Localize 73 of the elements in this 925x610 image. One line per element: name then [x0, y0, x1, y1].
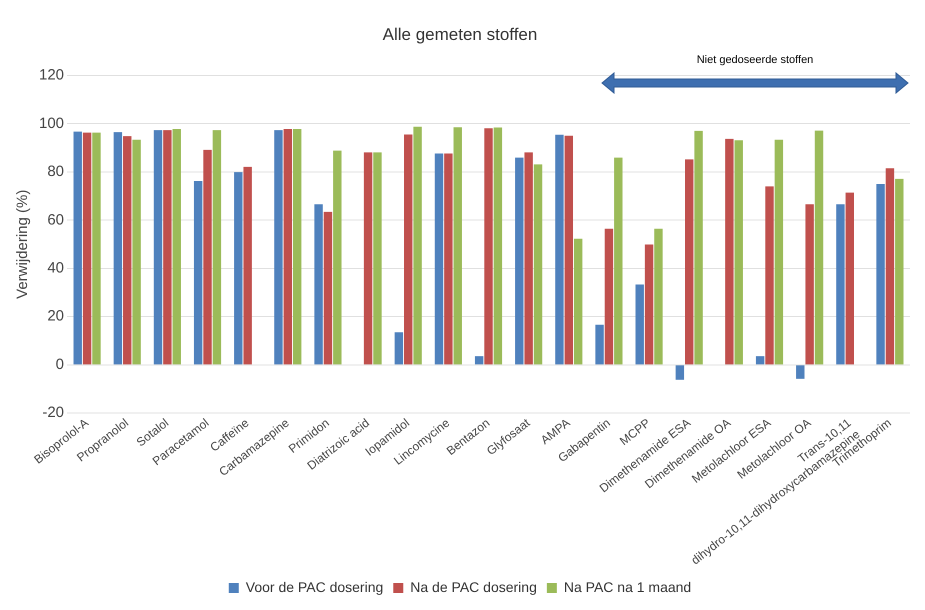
- bar: [524, 152, 533, 364]
- bar: [564, 136, 574, 364]
- bar: [685, 159, 694, 364]
- bar: [394, 332, 404, 364]
- bar: [274, 130, 283, 364]
- bar: [644, 244, 654, 364]
- y-tick-label: -20: [42, 404, 64, 422]
- bar: [654, 228, 663, 364]
- bar: [454, 127, 462, 364]
- legend-label: Voor de PAC dosering: [246, 578, 384, 595]
- bar: [756, 356, 764, 364]
- y-tick-label: 0: [56, 356, 64, 373]
- bar: [82, 132, 92, 364]
- bar: [324, 212, 332, 364]
- bar: [444, 154, 453, 364]
- bar: [314, 204, 323, 364]
- bar: [604, 228, 614, 364]
- y-tick-label: 120: [38, 66, 64, 84]
- legend-label: Na PAC na 1 maand: [564, 578, 692, 595]
- bar: [203, 150, 212, 364]
- bar: [555, 134, 564, 364]
- bar: [243, 166, 252, 364]
- y-axis-title: Verwijdering (%): [14, 190, 32, 299]
- bar: [123, 136, 132, 364]
- bar: [373, 152, 382, 364]
- bar: [163, 130, 172, 364]
- bar: [765, 186, 774, 364]
- bar: [132, 140, 141, 364]
- bar: [172, 128, 181, 364]
- bar: [734, 140, 743, 364]
- y-tick-label: 100: [38, 114, 64, 132]
- bar: [364, 152, 372, 364]
- bar: [92, 132, 101, 364]
- bar: [292, 128, 302, 364]
- bar: [212, 130, 222, 364]
- bar: [474, 356, 484, 364]
- bar: [805, 204, 814, 364]
- bar: [836, 204, 845, 364]
- bar: [413, 126, 422, 364]
- bar: [515, 158, 524, 364]
- bar: [694, 130, 703, 364]
- bar: [484, 128, 493, 364]
- bar: [154, 130, 162, 364]
- bar: [333, 150, 342, 364]
- bar: [284, 128, 292, 364]
- bar: [404, 134, 412, 364]
- bar: [595, 324, 604, 364]
- bar: [676, 365, 684, 380]
- bar: [636, 284, 644, 364]
- bar: [234, 172, 243, 364]
- bar: [846, 192, 854, 364]
- text: Niet gedoseerde stoffen: [696, 54, 814, 66]
- y-tick-label: 40: [47, 260, 64, 276]
- bar: [114, 132, 122, 364]
- bar: [725, 138, 734, 364]
- legend-label: Na de PAC dosering: [410, 578, 537, 595]
- bar: [574, 238, 582, 364]
- y-tick-label: 20: [47, 308, 64, 325]
- bar: [895, 178, 904, 364]
- bar: [614, 158, 623, 364]
- bar: [876, 184, 885, 364]
- bar: [774, 140, 784, 364]
- bar: [494, 128, 502, 364]
- bar: [886, 168, 894, 364]
- bar: [814, 130, 824, 364]
- bar: [434, 154, 444, 364]
- bar: [796, 365, 804, 379]
- y-tick-label: 80: [47, 163, 64, 180]
- chart-title: Alle gemeten stoffen: [382, 24, 538, 44]
- bar: [194, 181, 202, 364]
- bar: [74, 132, 82, 364]
- bar: [534, 164, 542, 364]
- y-tick-label: 60: [47, 211, 64, 228]
